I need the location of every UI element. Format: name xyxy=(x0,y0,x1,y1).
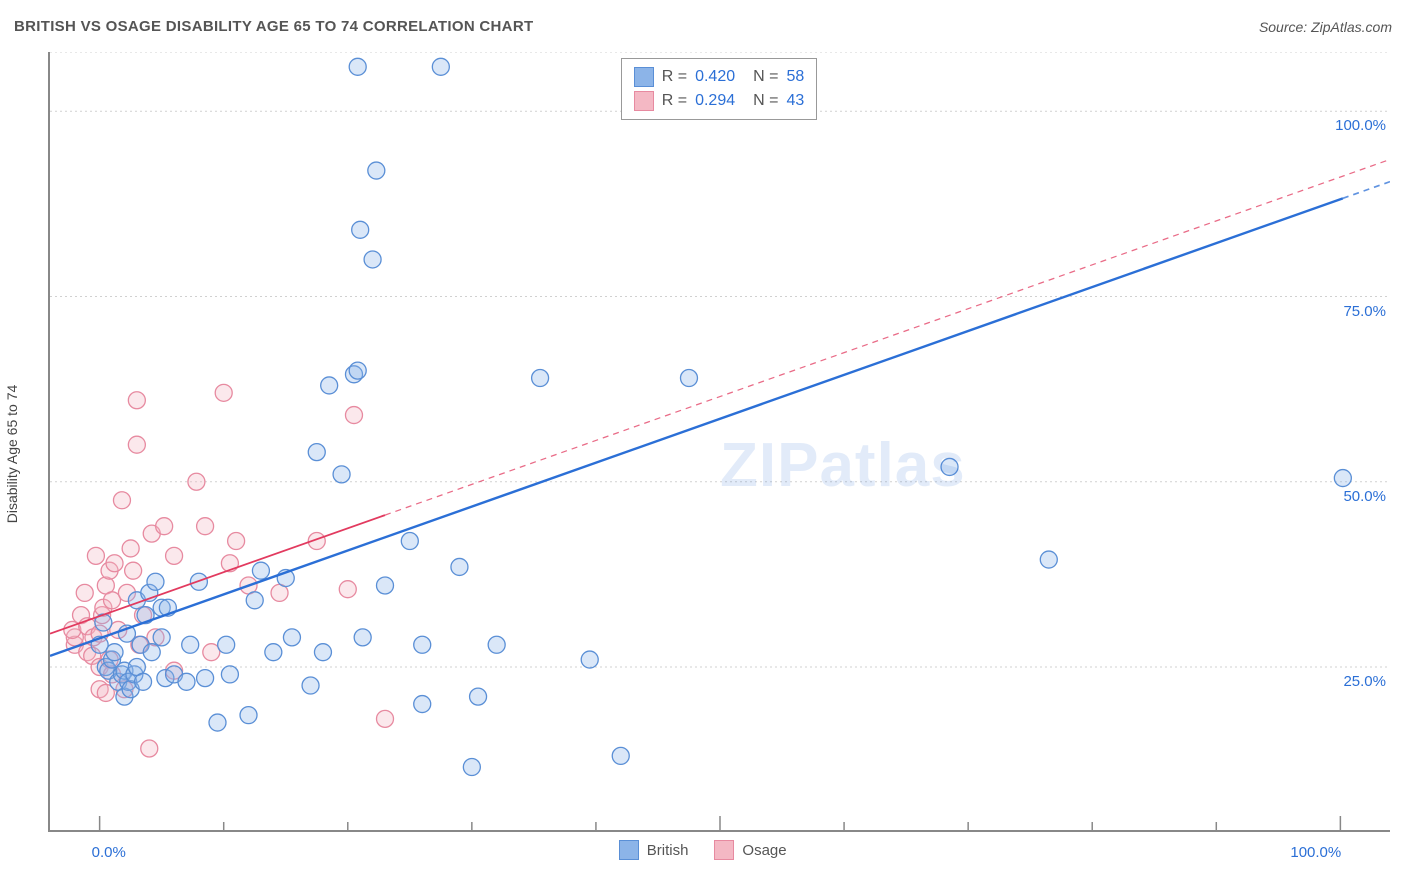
data-point xyxy=(470,688,487,705)
x-tick-label: 0.0% xyxy=(92,844,126,861)
data-point xyxy=(321,377,338,394)
scatter-plot-svg xyxy=(50,52,1390,830)
data-point xyxy=(135,673,152,690)
data-point xyxy=(333,466,350,483)
legend-label: Osage xyxy=(742,842,786,859)
data-point xyxy=(941,458,958,475)
data-point xyxy=(1040,551,1057,568)
stats-r-value: 0.420 xyxy=(695,68,735,86)
stats-r-label: R = xyxy=(662,92,687,110)
data-point xyxy=(178,673,195,690)
data-point xyxy=(125,562,142,579)
y-tick-label: 75.0% xyxy=(1343,303,1386,320)
data-point xyxy=(197,518,214,535)
data-point xyxy=(76,584,93,601)
data-point xyxy=(377,710,394,727)
data-point xyxy=(414,636,431,653)
data-point xyxy=(215,384,232,401)
stats-swatch xyxy=(634,91,654,111)
data-point xyxy=(188,473,205,490)
y-tick-label: 25.0% xyxy=(1343,673,1386,690)
data-point xyxy=(488,636,505,653)
data-point xyxy=(147,573,164,590)
stats-n-label: N = xyxy=(753,68,778,86)
chart-legend: British Osage xyxy=(619,840,787,860)
data-point xyxy=(128,436,145,453)
data-point xyxy=(265,644,282,661)
data-point xyxy=(302,677,319,694)
data-point xyxy=(432,58,449,75)
data-point xyxy=(141,740,158,757)
data-point xyxy=(143,644,160,661)
data-point xyxy=(377,577,394,594)
stats-n-value: 58 xyxy=(786,68,804,86)
legend-swatch xyxy=(714,840,734,860)
x-tick-label: 100.0% xyxy=(1290,844,1341,861)
data-point xyxy=(414,696,431,713)
data-point xyxy=(209,714,226,731)
data-point xyxy=(463,759,480,776)
data-point xyxy=(156,518,173,535)
data-point xyxy=(252,562,269,579)
regression-line xyxy=(50,198,1343,656)
chart-title: BRITISH VS OSAGE DISABILITY AGE 65 TO 74… xyxy=(14,18,533,35)
data-point xyxy=(349,58,366,75)
data-point xyxy=(352,221,369,238)
y-tick-label: 50.0% xyxy=(1343,488,1386,505)
stats-swatch xyxy=(634,67,654,87)
legend-item: British xyxy=(619,840,689,860)
stats-row: R = 0.420 N = 58 xyxy=(634,65,805,89)
data-point xyxy=(401,533,418,550)
data-point xyxy=(354,629,371,646)
data-point xyxy=(106,555,123,572)
data-point xyxy=(221,666,238,683)
correlation-stats-box: R = 0.420 N = 58 R = 0.294 N = 43 xyxy=(621,58,818,120)
y-tick-label: 100.0% xyxy=(1335,117,1386,134)
regression-line-dashed xyxy=(1343,182,1390,199)
data-point xyxy=(182,636,199,653)
data-point xyxy=(153,629,170,646)
regression-line-dashed xyxy=(385,159,1390,515)
stats-r-value: 0.294 xyxy=(695,92,735,110)
data-point xyxy=(339,581,356,598)
data-point xyxy=(87,547,104,564)
regression-line xyxy=(50,515,385,634)
data-point xyxy=(113,492,130,509)
legend-swatch xyxy=(619,840,639,860)
data-point xyxy=(364,251,381,268)
data-point xyxy=(240,707,257,724)
data-point xyxy=(612,747,629,764)
data-point xyxy=(451,558,468,575)
data-point xyxy=(345,407,362,424)
data-point xyxy=(680,370,697,387)
data-point xyxy=(532,370,549,387)
data-point xyxy=(283,629,300,646)
plot-area: ZIPatlas R =0.420N =58R =0.294N =43 xyxy=(48,52,1390,832)
stats-r-label: R = xyxy=(662,68,687,86)
data-point xyxy=(228,533,245,550)
data-point xyxy=(368,162,385,179)
stats-row: R = 0.294 N = 43 xyxy=(634,89,805,113)
data-point xyxy=(106,644,123,661)
data-point xyxy=(166,547,183,564)
stats-n-value: 43 xyxy=(786,92,804,110)
data-point xyxy=(128,392,145,409)
data-point xyxy=(197,670,214,687)
data-point xyxy=(218,636,235,653)
data-point xyxy=(349,362,366,379)
data-point xyxy=(246,592,263,609)
data-point xyxy=(314,644,331,661)
stats-n-label: N = xyxy=(753,92,778,110)
data-point xyxy=(1334,470,1351,487)
source-credit: Source: ZipAtlas.com xyxy=(1259,19,1392,35)
legend-item: Osage xyxy=(714,840,786,860)
y-axis-label: Disability Age 65 to 74 xyxy=(4,385,20,524)
legend-label: British xyxy=(647,842,689,859)
data-point xyxy=(308,444,325,461)
data-point xyxy=(581,651,598,668)
data-point xyxy=(122,540,139,557)
